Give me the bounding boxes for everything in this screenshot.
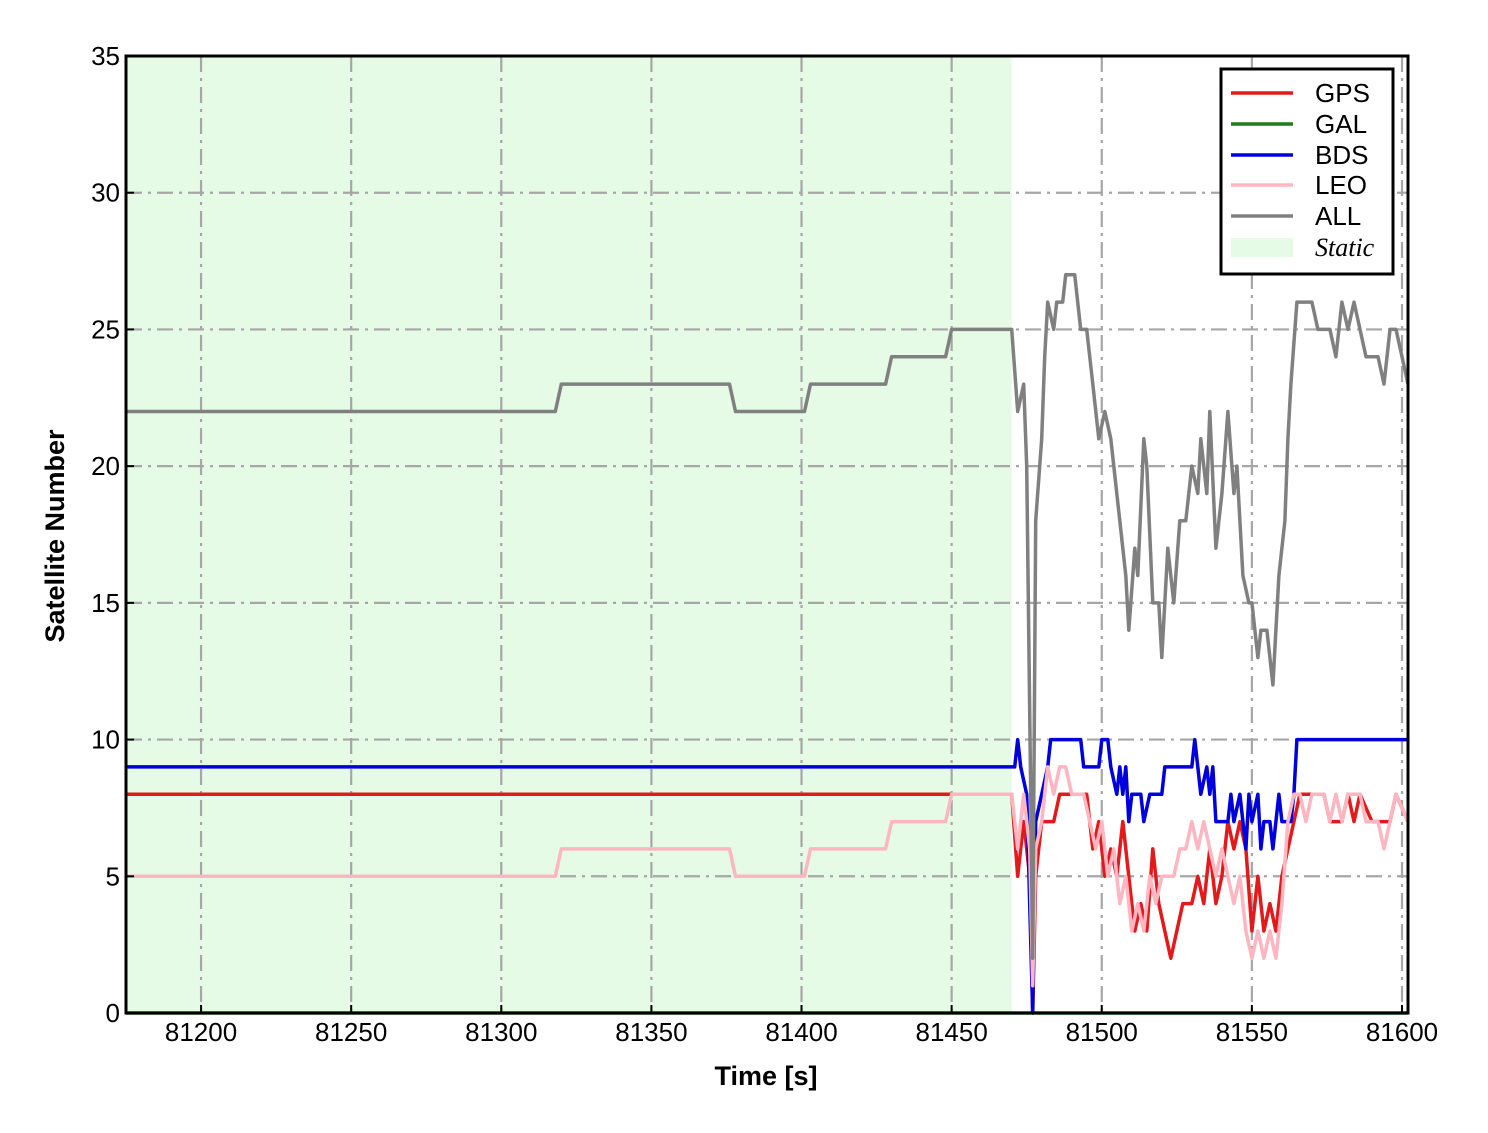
x-tick-label-81550: 81550 xyxy=(1216,1017,1288,1047)
x-tick-label-81200: 81200 xyxy=(165,1017,237,1047)
y-tick-label-5: 5 xyxy=(106,861,120,891)
legend-swatch-static xyxy=(1231,238,1293,257)
y-tick-label-20: 20 xyxy=(91,451,120,481)
static-region xyxy=(126,56,1012,1013)
y-tick-label-0: 0 xyxy=(106,998,120,1028)
legend-label-all: ALL xyxy=(1315,201,1361,231)
ticks-layer: 81200 81250 81300 81350 81400 81450 81500 81550… xyxy=(91,41,1438,1047)
legend-label-gps: GPS xyxy=(1315,78,1370,108)
y-tick-label-35: 35 xyxy=(91,41,120,71)
series-line-all xyxy=(126,272,1410,961)
y-axis-label: Satellite Number xyxy=(40,429,70,643)
x-axis-label: Time [s] xyxy=(714,1061,817,1091)
legend-label-leo: LEO xyxy=(1315,170,1367,200)
x-tick-label-81300: 81300 xyxy=(465,1017,537,1047)
x-tick-label-81400: 81400 xyxy=(765,1017,837,1047)
x-tick-label-81250: 81250 xyxy=(315,1017,387,1047)
plot-frame xyxy=(124,54,1410,1015)
y-tick-label-25: 25 xyxy=(91,314,120,344)
series-line-leo xyxy=(126,765,1410,988)
legend: GPS GAL BDS LEO ALL Static xyxy=(1219,67,1395,276)
legend-label-bds: BDS xyxy=(1315,140,1368,170)
series-line-bds xyxy=(126,737,1408,1015)
axes-layer xyxy=(124,54,1410,1015)
static-region-layer xyxy=(126,56,1012,1013)
y-tick-label-15: 15 xyxy=(91,588,120,618)
y-tick-label-30: 30 xyxy=(91,178,120,208)
x-tick-label-81450: 81450 xyxy=(915,1017,987,1047)
x-tick-label-81600: 81600 xyxy=(1366,1017,1438,1047)
legend-label-static: Static xyxy=(1315,233,1375,262)
x-tick-label-81500: 81500 xyxy=(1066,1017,1138,1047)
x-tick-label-81350: 81350 xyxy=(615,1017,687,1047)
legend-label-gal: GAL xyxy=(1315,109,1367,139)
y-tick-label-10: 10 xyxy=(91,725,120,755)
